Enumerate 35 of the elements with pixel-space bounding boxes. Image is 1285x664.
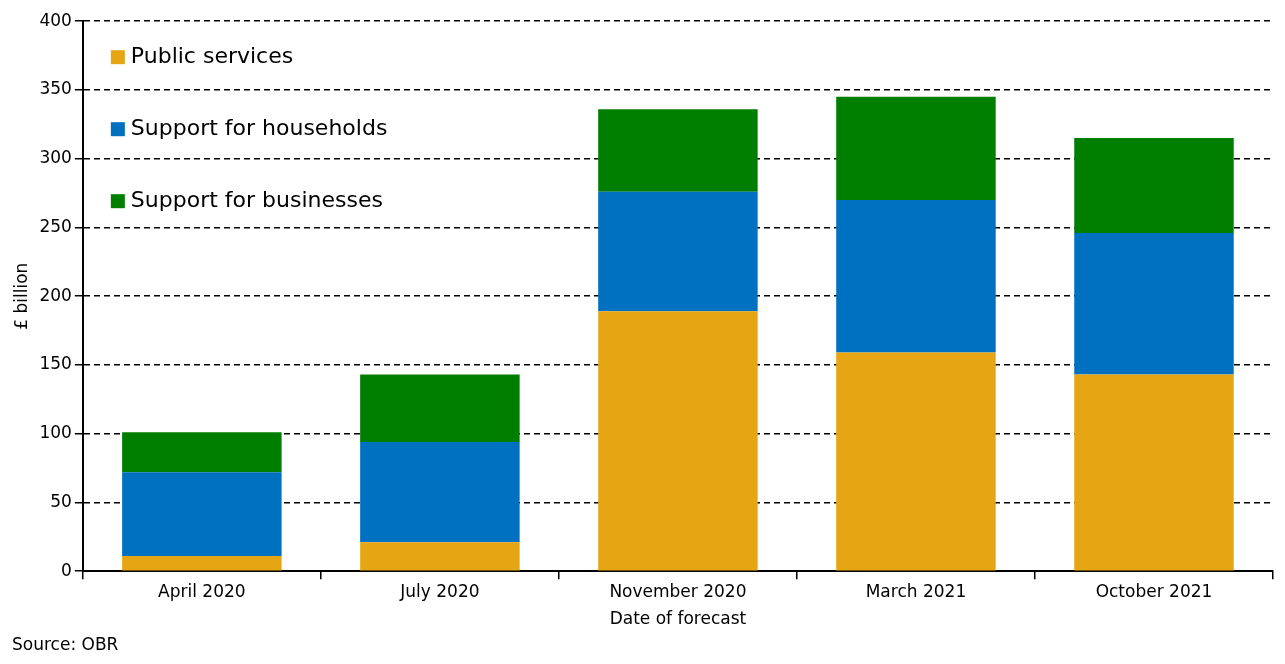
bar	[598, 191, 758, 312]
bar	[836, 199, 996, 353]
x-tick-label: March 2021	[865, 580, 967, 601]
y-tick-label: 350	[39, 78, 72, 99]
y-tick-label: 0	[61, 559, 72, 580]
bar	[1074, 374, 1234, 571]
bar	[836, 352, 996, 571]
legend-label: Support for households	[130, 114, 388, 140]
x-tick-label: July 2020	[399, 580, 480, 601]
bar	[360, 441, 520, 543]
x-tick-label: October 2021	[1095, 580, 1213, 601]
bar	[598, 311, 758, 571]
y-axis-title: £ billion	[10, 262, 31, 330]
bar	[122, 472, 282, 557]
y-tick-label: 300	[39, 147, 72, 168]
legend-label: Support for businesses	[130, 186, 383, 212]
y-tick-label: 200	[39, 284, 72, 305]
legend-label: Public services	[130, 42, 294, 68]
bar	[1074, 232, 1234, 375]
x-tick-label: November 2020	[609, 580, 747, 601]
bar	[122, 432, 282, 473]
y-tick-label: 400	[39, 9, 72, 30]
x-tick-label: April 2020	[158, 580, 246, 601]
y-tick-label: 250	[39, 215, 72, 236]
y-tick-label: 100	[39, 422, 72, 443]
bar	[360, 374, 520, 442]
y-tick-label: 50	[50, 490, 72, 511]
bar	[122, 556, 282, 571]
bar	[1074, 138, 1234, 233]
source-note: Source: OBR	[12, 633, 119, 654]
bar	[598, 109, 758, 192]
bar	[836, 96, 996, 200]
x-axis-title: Date of forecast	[609, 608, 747, 629]
y-tick-label: 150	[39, 353, 72, 374]
bar	[360, 542, 520, 571]
